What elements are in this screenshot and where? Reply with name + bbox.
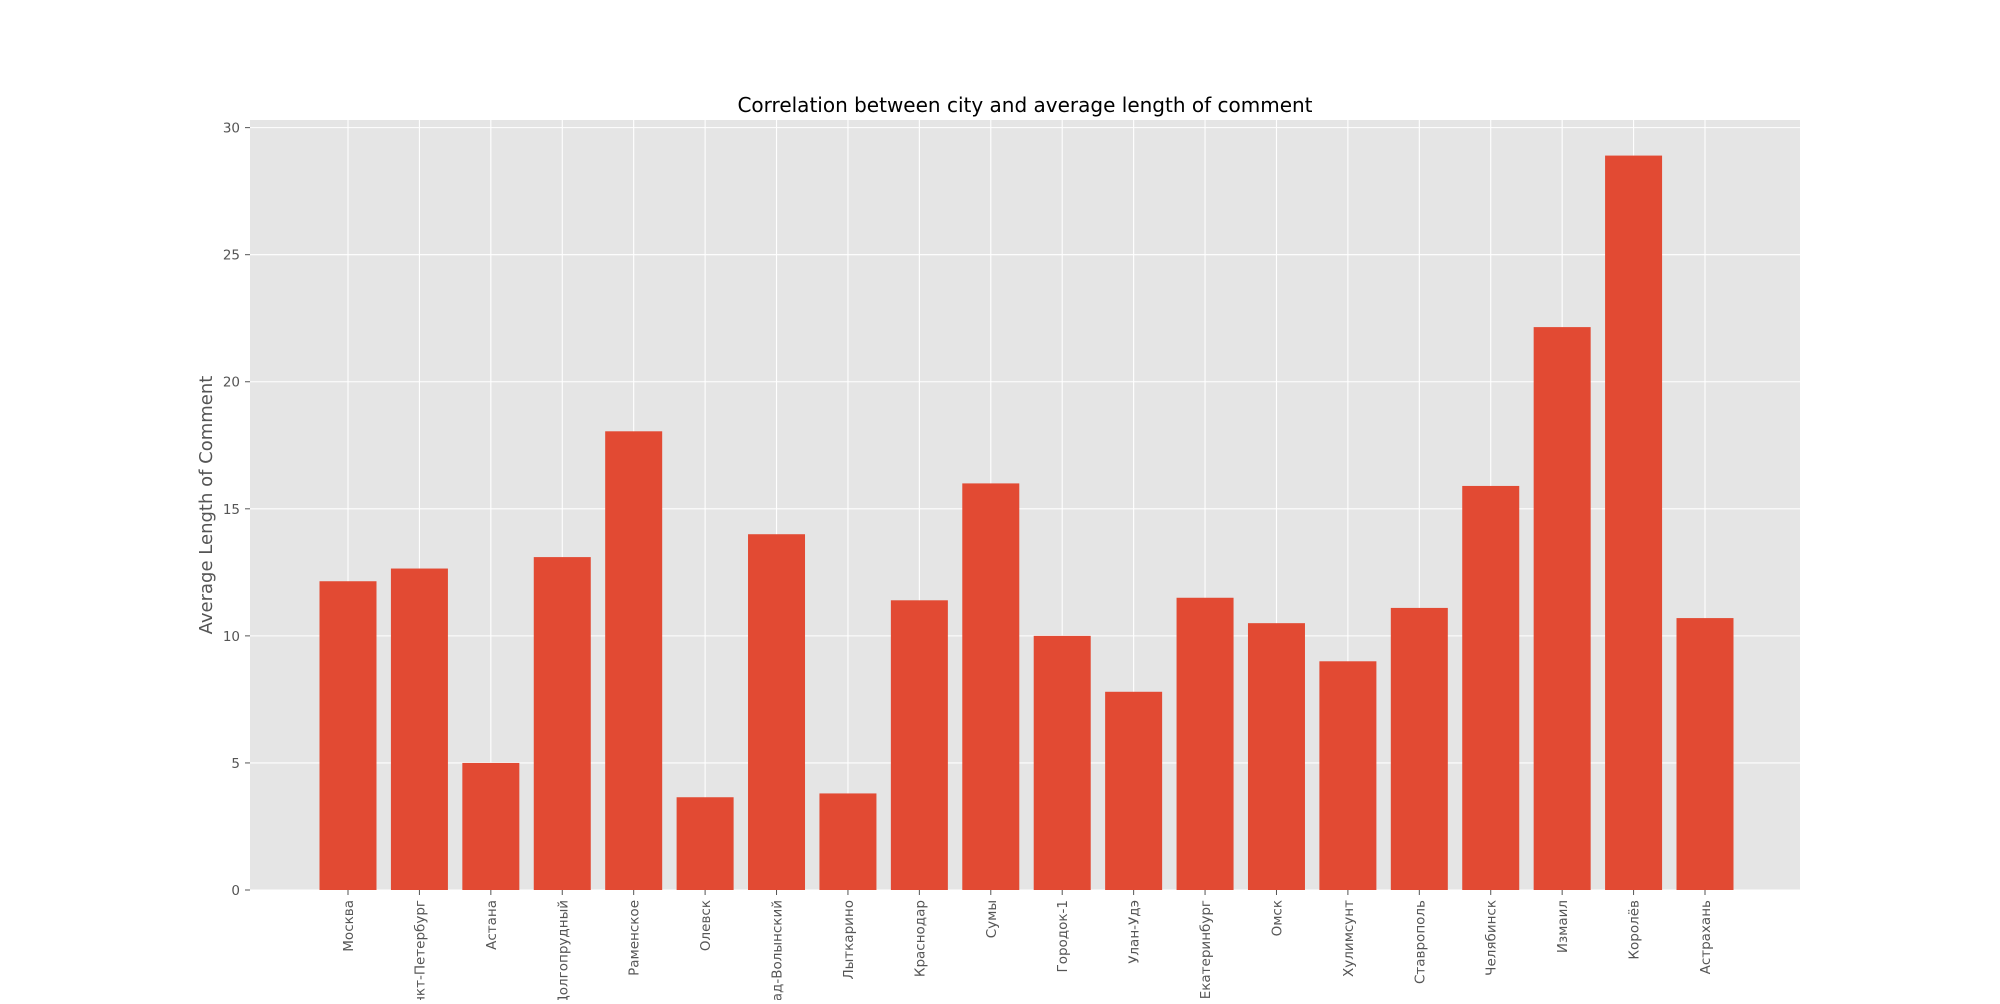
bar bbox=[748, 534, 806, 890]
y-axis-label: Average Length of Comment bbox=[196, 376, 217, 635]
y-tick-label: 30 bbox=[223, 121, 240, 137]
bar bbox=[819, 793, 877, 890]
bar bbox=[1462, 485, 1520, 890]
bar bbox=[390, 568, 448, 890]
x-tick-label: Королёв bbox=[1627, 900, 1643, 960]
x-tick-label: Новоград-Волынский bbox=[770, 900, 786, 1000]
bar bbox=[605, 431, 663, 890]
bar bbox=[1176, 597, 1234, 890]
bar bbox=[1605, 155, 1663, 890]
x-tick-label: Улан-Удэ bbox=[1127, 900, 1143, 964]
x-axis-ticks: Москва Санкт-Петербург Астана Долгопрудный Р… bbox=[341, 890, 1714, 1004]
x-tick-label: Сумы bbox=[984, 900, 1000, 938]
bar bbox=[962, 483, 1020, 890]
x-tick-label: Городок-1 bbox=[1055, 900, 1071, 973]
x-tick-label: Долгопрудный bbox=[555, 900, 571, 1000]
bar bbox=[1533, 327, 1591, 891]
x-tick-label: Хулимсунт bbox=[1341, 900, 1357, 977]
x-tick-label: Астана bbox=[484, 900, 500, 950]
x-tick-label: Омск bbox=[1269, 900, 1285, 936]
bar bbox=[1033, 635, 1091, 890]
bar bbox=[1676, 618, 1734, 890]
x-tick-label: Астрахань bbox=[1698, 900, 1714, 974]
bar bbox=[676, 797, 734, 890]
bar bbox=[533, 557, 591, 890]
y-tick-label: 10 bbox=[223, 629, 240, 645]
x-tick-label: Екатеринбург bbox=[1198, 900, 1214, 999]
x-tick-label: Олевск bbox=[698, 900, 714, 951]
bars bbox=[319, 155, 1734, 891]
x-tick-label: Санкт-Петербург bbox=[412, 900, 428, 1000]
x-tick-label: Москва bbox=[341, 900, 357, 952]
x-tick-label: Ставрополь bbox=[1412, 900, 1428, 984]
bar bbox=[1105, 691, 1163, 890]
x-tick-label: Краснодар bbox=[912, 900, 928, 977]
bar bbox=[1247, 623, 1305, 890]
x-tick-label: Раменское bbox=[627, 900, 643, 976]
bar bbox=[462, 762, 520, 890]
y-tick-label: 20 bbox=[223, 375, 240, 391]
bar bbox=[1390, 607, 1448, 890]
bar bbox=[1319, 661, 1377, 890]
bar bbox=[890, 600, 948, 890]
y-tick-label: 15 bbox=[223, 502, 240, 518]
y-tick-label: 25 bbox=[223, 248, 240, 264]
x-tick-label: Измаил bbox=[1555, 900, 1571, 953]
bar bbox=[319, 581, 377, 890]
x-tick-label: Челябинск bbox=[1484, 900, 1500, 976]
x-tick-label: Лыткарино bbox=[841, 900, 857, 980]
y-tick-label: 0 bbox=[231, 883, 240, 899]
y-axis-ticks: 0 5 10 15 20 25 30 bbox=[223, 121, 250, 899]
y-tick-label: 5 bbox=[231, 756, 240, 772]
chart-title: Correlation between city and average len… bbox=[737, 93, 1312, 117]
